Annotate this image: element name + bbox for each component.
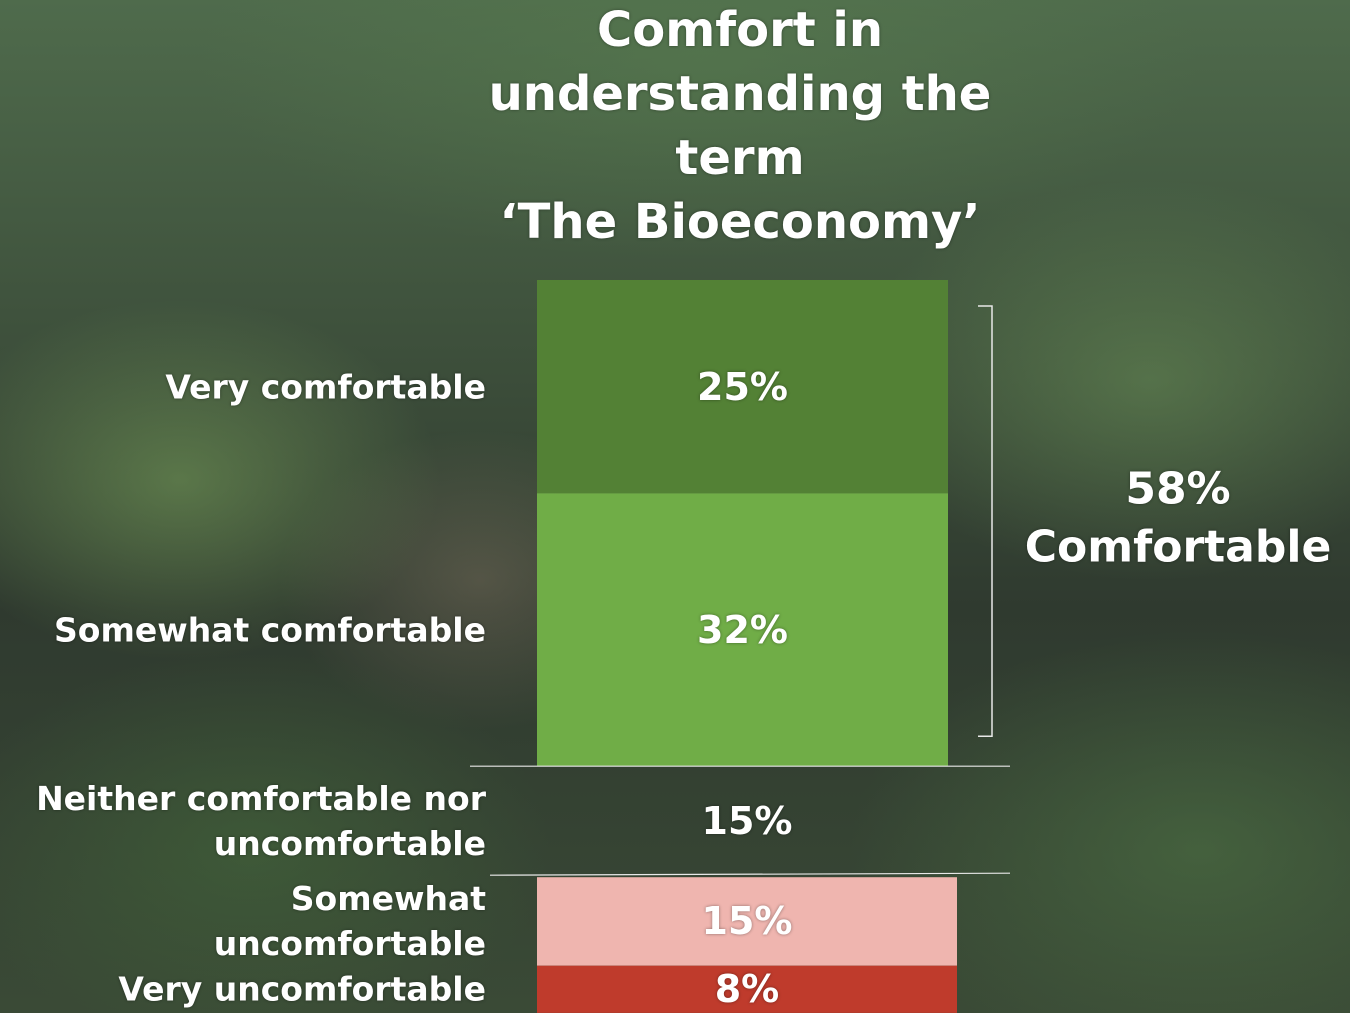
value-label: 32% <box>697 607 788 652</box>
annotation-value: 58% <box>1125 463 1231 515</box>
bar-segment <box>537 493 948 767</box>
category-label: Very comfortable <box>165 367 486 407</box>
category-label: Very uncomfortable <box>118 969 486 1009</box>
bar-segment <box>537 965 957 1013</box>
value-label: 8% <box>714 967 780 1012</box>
category-label: Somewhat uncomfortable <box>213 879 486 964</box>
title-line: Comfort in <box>596 2 884 58</box>
divider <box>489 872 1011 876</box>
bracket <box>978 305 993 737</box>
annotation-text: Comfortable <box>1024 521 1332 573</box>
bar-segment <box>537 280 948 494</box>
value-label: 25% <box>697 364 788 409</box>
category-label: Somewhat comfortable <box>54 610 486 650</box>
bar-segment <box>537 877 957 966</box>
value-label: 15% <box>701 899 793 944</box>
category-label: Neither comfortable nor uncomfortable <box>36 778 486 863</box>
title-line: understanding the <box>488 66 992 122</box>
title-line: ‘The Bioeconomy’ <box>499 194 981 250</box>
title-line: term <box>675 130 805 186</box>
value-label: 15% <box>701 798 793 843</box>
